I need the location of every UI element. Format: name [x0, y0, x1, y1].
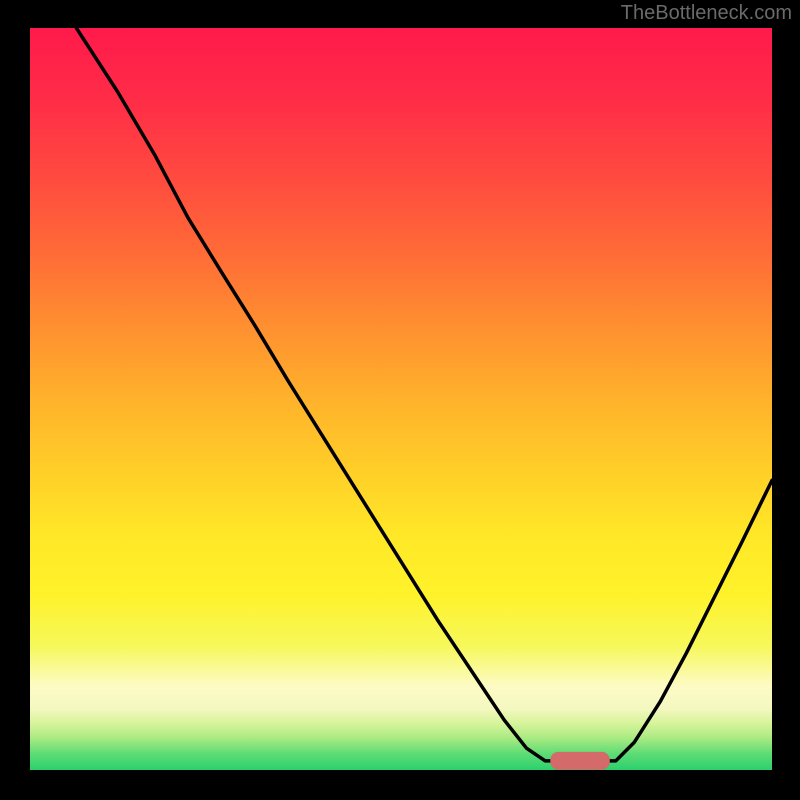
bottleneck-marker — [550, 752, 610, 770]
plot-frame — [28, 28, 772, 772]
bottleneck-chart — [28, 28, 772, 772]
watermark-text: TheBottleneck.com — [621, 2, 792, 25]
chart-background — [28, 28, 772, 772]
